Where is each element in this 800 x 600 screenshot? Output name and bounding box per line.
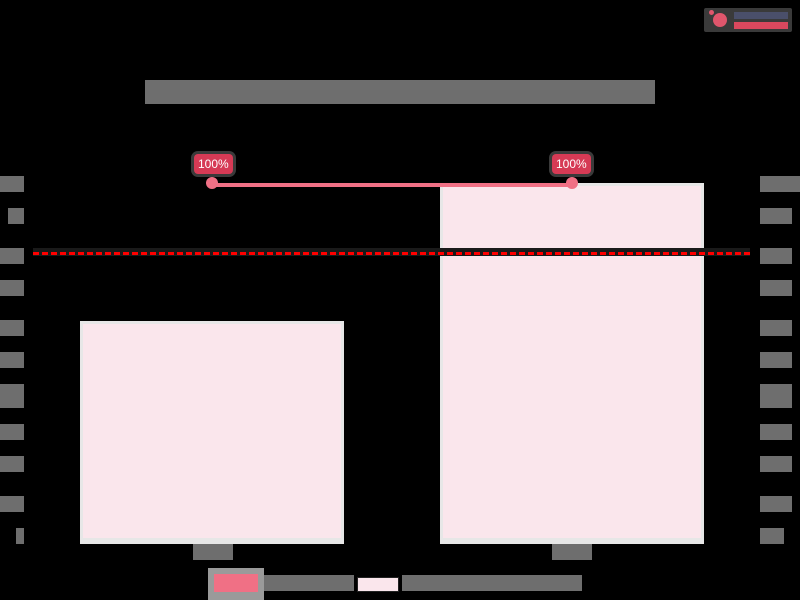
x-label-category-2 (552, 544, 592, 560)
line-series (212, 183, 572, 187)
legend-label-bar (402, 575, 582, 591)
globe-icon (713, 13, 727, 27)
data-label-point-2: 100% (552, 154, 591, 174)
line-point-1 (206, 177, 218, 189)
data-label-point-1: 100% (194, 154, 233, 174)
chart-title (145, 80, 655, 104)
legend-swatch-line (208, 568, 264, 600)
logo-text-top (734, 12, 788, 19)
legend-label-line (264, 575, 354, 591)
logo-text-bottom (734, 22, 788, 29)
bar-category-2 (440, 183, 704, 544)
reference-line (33, 252, 750, 255)
bar-category-1 (80, 321, 344, 544)
x-label-category-1 (193, 544, 233, 560)
logo-dot-icon (709, 10, 714, 15)
line-point-2 (566, 177, 578, 189)
legend-swatch-bar (357, 577, 399, 592)
brand-logo (704, 8, 792, 32)
